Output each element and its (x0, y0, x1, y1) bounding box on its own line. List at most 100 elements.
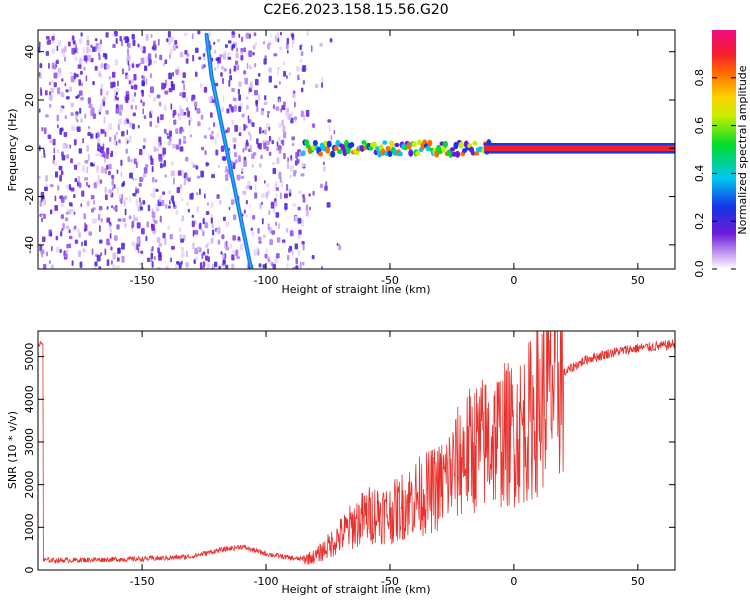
spectrogram-noise-cell (254, 41, 257, 47)
spectrogram-noise-cell (191, 220, 195, 228)
spectrogram-noise-cell (276, 70, 279, 76)
spectrogram-noise-cell (117, 218, 122, 222)
spectrogram-carrier-cell (455, 150, 461, 158)
spectrogram-noise-cell (97, 136, 101, 144)
spectrogram-noise-cell (291, 142, 295, 147)
spectrogram-noise-cell (234, 60, 238, 66)
spectrogram-noise-cell (247, 180, 251, 187)
spectrogram-noise-cell (45, 35, 50, 40)
spectrogram-noise-cell (199, 222, 202, 230)
spectrogram-noise-cell (252, 44, 256, 50)
spectrogram-noise-cell (113, 140, 117, 145)
spectrogram-noise-cell (199, 262, 203, 269)
spectrogram-noise-cell (78, 37, 83, 45)
spectrogram-noise-cell (115, 97, 119, 101)
spectrogram-noise-cell (252, 231, 255, 237)
spectrogram-noise-cell (115, 91, 119, 96)
spectrogram-noise-cell (121, 131, 125, 137)
spectrogram-noise-cell (272, 161, 276, 166)
spectrogram-noise-cell (50, 80, 54, 84)
spectrogram-noise-cell (64, 82, 67, 87)
spectrogram-noise-cell (158, 253, 162, 261)
spectrogram-noise-cell (210, 217, 213, 224)
spectrogram-noise-cell (86, 145, 89, 152)
spectrogram-noise-cell (53, 154, 56, 161)
spectrogram-noise-cell (40, 249, 45, 255)
spectrogram-carrier-cell (462, 148, 468, 154)
spectrogram-noise-cell (145, 78, 148, 85)
spectrogram-noise-cell (142, 145, 146, 150)
spectrogram-noise-cell (231, 119, 235, 126)
spectrogram-noise-cell (66, 243, 70, 249)
spectrogram-noise-cell (223, 264, 226, 269)
spectrogram-noise-cell (224, 253, 227, 259)
spectrogram-noise-cell (66, 154, 70, 159)
spectrogram-noise-cell (73, 72, 76, 80)
spectrogram-noise-cell (84, 159, 89, 164)
spectrogram-noise-cell (45, 183, 48, 188)
spectrogram-noise-cell (278, 98, 281, 103)
spectrogram-noise-cell (131, 63, 135, 68)
spectrogram-noise-cell (75, 95, 79, 99)
spectrogram-noise-cell (87, 54, 92, 62)
spectrogram-noise-cell (217, 226, 221, 234)
spectrogram-noise-cell (133, 92, 137, 97)
spectrogram-noise-cell (65, 211, 70, 215)
spectrogram-noise-cell (116, 257, 120, 262)
spectrogram-noise-cell (70, 187, 75, 192)
spectrogram-noise-cell (180, 260, 183, 265)
spectrogram-noise-cell (86, 39, 90, 46)
colorbar-tick-label: 0.8 (693, 69, 706, 87)
spectrogram-noise-cell (254, 175, 257, 182)
spectrogram-noise-cell (267, 113, 269, 118)
spectrogram-noise-cell (87, 97, 91, 104)
spectrogram-noise-cell (268, 135, 272, 142)
spectrogram-noise-cell (135, 63, 139, 68)
spectrogram-noise-cell (97, 174, 100, 181)
spectrogram-noise-cell (124, 223, 127, 228)
spectrogram-noise-cell (222, 260, 226, 266)
spectrogram-noise-cell (131, 228, 134, 233)
spectrogram-noise-cell (68, 229, 71, 234)
spectrogram-noise-cell (247, 119, 251, 124)
spectrogram-carrier-cell (361, 140, 367, 145)
spectrogram-noise-cell (167, 225, 170, 230)
spectrogram-noise-cell (158, 101, 162, 107)
spectrogram-marks (38, 30, 675, 269)
spectrogram-noise-cell (245, 139, 249, 146)
spectrogram-noise-cell (62, 144, 67, 149)
spectrogram-noise-cell (114, 134, 117, 141)
spectrogram-noise-cell (170, 80, 174, 88)
spectrogram-noise-cell (305, 65, 308, 71)
spectrogram-noise-cell (299, 44, 302, 51)
spectrogram-noise-cell (137, 247, 140, 254)
spectrogram-noise-cell (189, 134, 192, 138)
spectrogram-noise-cell (236, 64, 240, 71)
spectrogram-noise-cell (181, 169, 185, 177)
spectrogram-noise-cell (154, 179, 158, 183)
spectrogram-noise-cell (86, 46, 89, 54)
spectrogram-noise-cell (206, 162, 210, 166)
spectrogram-noise-cell (119, 104, 124, 111)
spectrogram-noise-cell (150, 109, 153, 114)
spectrogram-noise-cell (236, 255, 240, 260)
spectrogram-noise-cell (109, 233, 112, 239)
spectrogram-noise-cell (157, 266, 161, 269)
spectrogram-noise-cell (140, 46, 144, 52)
spectrogram-noise-cell (116, 224, 120, 230)
spectrogram-noise-cell (108, 224, 111, 230)
spectrogram-noise-cell (51, 35, 55, 41)
spectrogram-carrier-cell (458, 141, 464, 149)
spectrogram-noise-cell (157, 116, 160, 124)
spectrogram-noise-cell (98, 225, 101, 232)
spectrogram-noise-cell (106, 91, 109, 96)
spectrogram-noise-cell (44, 186, 48, 192)
spectrogram-noise-cell (204, 193, 206, 199)
spectrogram-noise-cell (312, 123, 316, 128)
spectrogram-noise-cell (239, 51, 243, 56)
spectrogram-noise-cell (160, 162, 163, 169)
spectrogram-noise-cell (241, 167, 244, 172)
spectrogram-noise-cell (237, 236, 241, 241)
spectrogram-noise-cell (210, 213, 213, 218)
spectrogram-noise-cell (186, 107, 189, 112)
